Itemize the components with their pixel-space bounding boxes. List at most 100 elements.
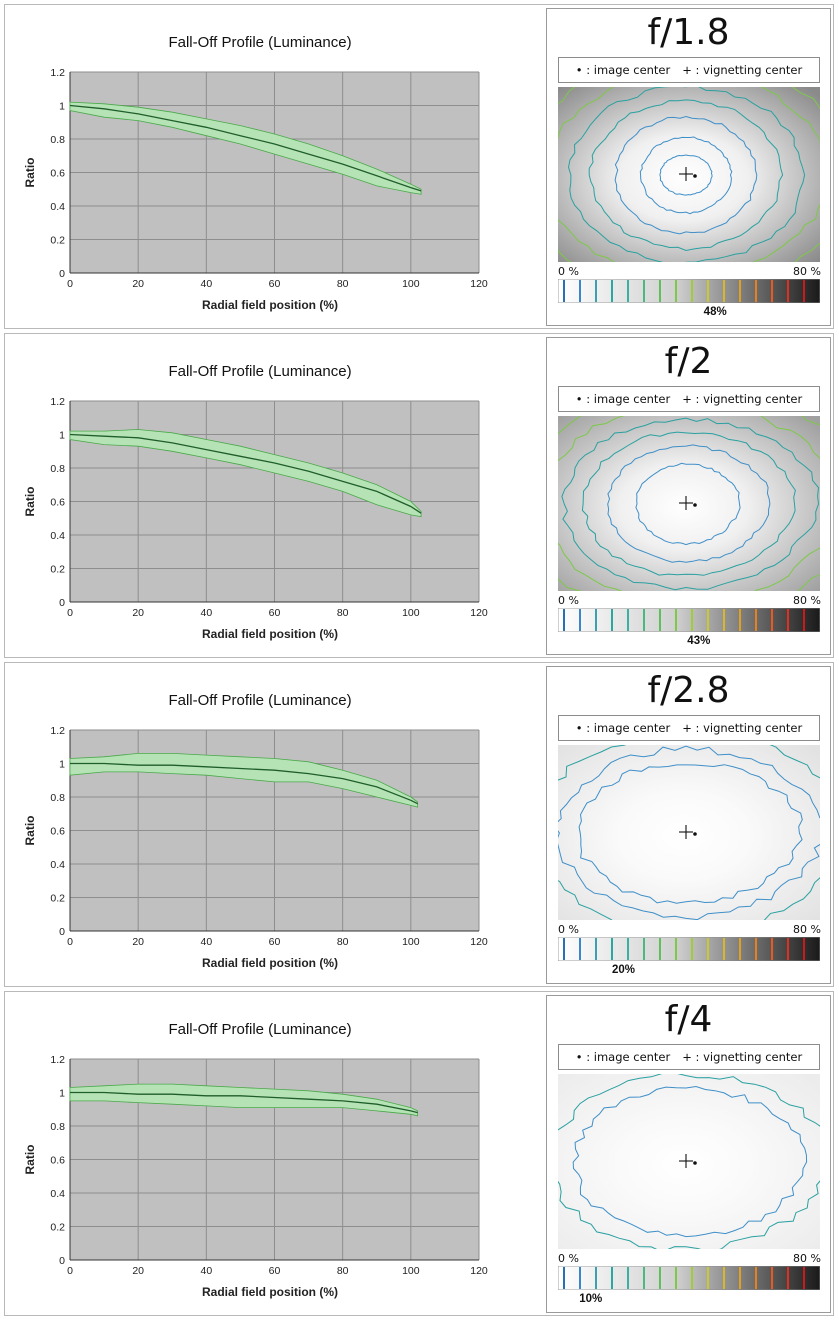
legend-image-center: • : image center [575, 721, 671, 735]
y-tick-label: 0.8 [50, 792, 65, 804]
contour-line [659, 154, 713, 196]
y-tick-label: 0.6 [50, 1155, 65, 1167]
x-tick-label: 120 [470, 1265, 488, 1277]
falloff-percentage: 48% [703, 306, 727, 318]
x-tick-label: 40 [200, 278, 212, 290]
scale-min-label: 0 % [558, 594, 579, 607]
legend-vignetting-center: + : vignetting center [682, 1050, 803, 1064]
contour-line [581, 431, 796, 576]
y-tick-label: 0.2 [50, 235, 65, 247]
aperture-row: 0 0.2 0.4 0.6 0.8 1 1.2 0 20 40 60 80 100 120 Fall-Off… [4, 662, 834, 987]
mean-line [69, 433, 422, 514]
scale-max-label: 80 % [793, 265, 821, 278]
x-axis-label: Radial field position (%) [202, 956, 338, 970]
x-tick-label: 60 [269, 1265, 281, 1277]
falloff-scale [558, 1266, 820, 1290]
mean-line [70, 1091, 418, 1114]
variance-band [69, 101, 422, 195]
chart-title: Fall-Off Profile (Luminance) [168, 34, 351, 51]
y-tick-label: 0.2 [50, 893, 65, 905]
x-tick-label: 40 [200, 1265, 212, 1277]
chart-title: Fall-Off Profile (Luminance) [168, 1021, 351, 1038]
x-tick-label: 40 [200, 607, 212, 619]
contour-line [588, 99, 784, 252]
x-tick-label: 40 [200, 936, 212, 948]
contour-line [561, 417, 820, 591]
x-tick-label: 60 [269, 278, 281, 290]
variance-band [69, 1083, 418, 1117]
aperture-row: 0 0.2 0.4 0.6 0.8 1 1.2 0 20 40 60 80 100 120 Fall-Off… [4, 991, 834, 1316]
falloff-chart: 0 0.2 0.4 0.6 0.8 1 1.2 0 20 40 60 80 100 120 Fall-Off… [23, 34, 488, 312]
x-tick-label: 60 [269, 936, 281, 948]
legend-vignetting-center: + : vignetting center [682, 392, 803, 406]
falloff-percentage: 10% [579, 1293, 603, 1305]
x-tick-label: 100 [402, 936, 420, 948]
contour-line [558, 745, 820, 920]
contour-line [607, 444, 771, 563]
y-axis-label: Ratio [23, 158, 37, 188]
image-center-dot [693, 1161, 697, 1165]
y-tick-label: 0.4 [50, 201, 65, 213]
x-tick-label: 120 [470, 278, 488, 290]
image-center-dot [693, 832, 697, 836]
y-tick-label: 1 [59, 1088, 65, 1100]
vignetting-panel: f/1.8 • : image center + : vignetting cent… [546, 8, 831, 326]
y-tick-label: 0 [59, 597, 65, 609]
legend-image-center: • : image center [575, 63, 671, 77]
center-legend: • : image center + : vignetting center [558, 715, 820, 741]
y-tick-label: 0.4 [50, 530, 65, 542]
vignetting-map [558, 745, 820, 920]
image-center-dot [693, 503, 697, 507]
falloff-scale [558, 937, 820, 961]
x-tick-label: 80 [337, 1265, 349, 1277]
scale-gradient [558, 1266, 820, 1290]
y-tick-label: 0 [59, 268, 65, 280]
x-tick-label: 0 [67, 936, 73, 948]
contour-line [639, 136, 733, 215]
y-tick-label: 0.4 [50, 1188, 65, 1200]
falloff-chart: 0 0.2 0.4 0.6 0.8 1 1.2 0 20 40 60 80 100 120 Fall-Off… [23, 692, 488, 970]
vignetting-map [558, 416, 820, 591]
y-tick-label: 0 [59, 926, 65, 938]
center-legend: • : image center + : vignetting center [558, 1044, 820, 1070]
y-tick-label: 0.2 [50, 1222, 65, 1234]
falloff-percentage: 43% [687, 635, 711, 647]
falloff-percentage: 20% [611, 964, 636, 976]
x-tick-label: 20 [132, 278, 144, 290]
variance-band [69, 753, 418, 808]
chart-title: Fall-Off Profile (Luminance) [168, 363, 351, 380]
contour-line [558, 416, 820, 591]
center-legend: • : image center + : vignetting center [558, 57, 820, 83]
scale-min-label: 0 % [558, 923, 579, 936]
y-axis-label: Ratio [23, 816, 37, 846]
vignetting-panel: f/4 • : image center + : vignetting center… [546, 995, 831, 1313]
x-tick-label: 20 [132, 936, 144, 948]
x-tick-label: 0 [67, 1265, 73, 1277]
y-tick-label: 1.2 [50, 1054, 65, 1066]
aperture-label: f/4 [664, 999, 713, 1040]
aperture-row: 0 0.2 0.4 0.6 0.8 1 1.2 0 20 40 60 80 100 120 Fall-Off… [4, 4, 834, 329]
scale-max-label: 80 % [793, 594, 821, 607]
scale-min-label: 0 % [558, 265, 579, 278]
x-tick-label: 20 [132, 1265, 144, 1277]
x-tick-label: 0 [67, 278, 73, 290]
x-tick-label: 0 [67, 607, 73, 619]
y-tick-label: 1.2 [50, 67, 65, 79]
y-axis-label: Ratio [23, 487, 37, 517]
x-axis-label: Radial field position (%) [202, 298, 338, 312]
scale-gradient [558, 279, 820, 303]
legend-image-center: • : image center [575, 392, 671, 406]
mean-line [69, 104, 422, 192]
contour-line [572, 1085, 808, 1238]
falloff-chart: 0 0.2 0.4 0.6 0.8 1 1.2 0 20 40 60 80 100 120 Fall-Off… [23, 363, 488, 641]
x-tick-label: 80 [337, 936, 349, 948]
y-tick-label: 0.4 [50, 859, 65, 871]
x-tick-label: 80 [337, 607, 349, 619]
x-tick-label: 100 [402, 607, 420, 619]
y-tick-label: 0.8 [50, 463, 65, 475]
mean-line [70, 762, 418, 805]
y-tick-label: 0.6 [50, 826, 65, 838]
scale-min-label: 0 % [558, 1252, 579, 1265]
aperture-label: f/2 [664, 341, 713, 382]
x-axis-label: Radial field position (%) [202, 627, 338, 641]
